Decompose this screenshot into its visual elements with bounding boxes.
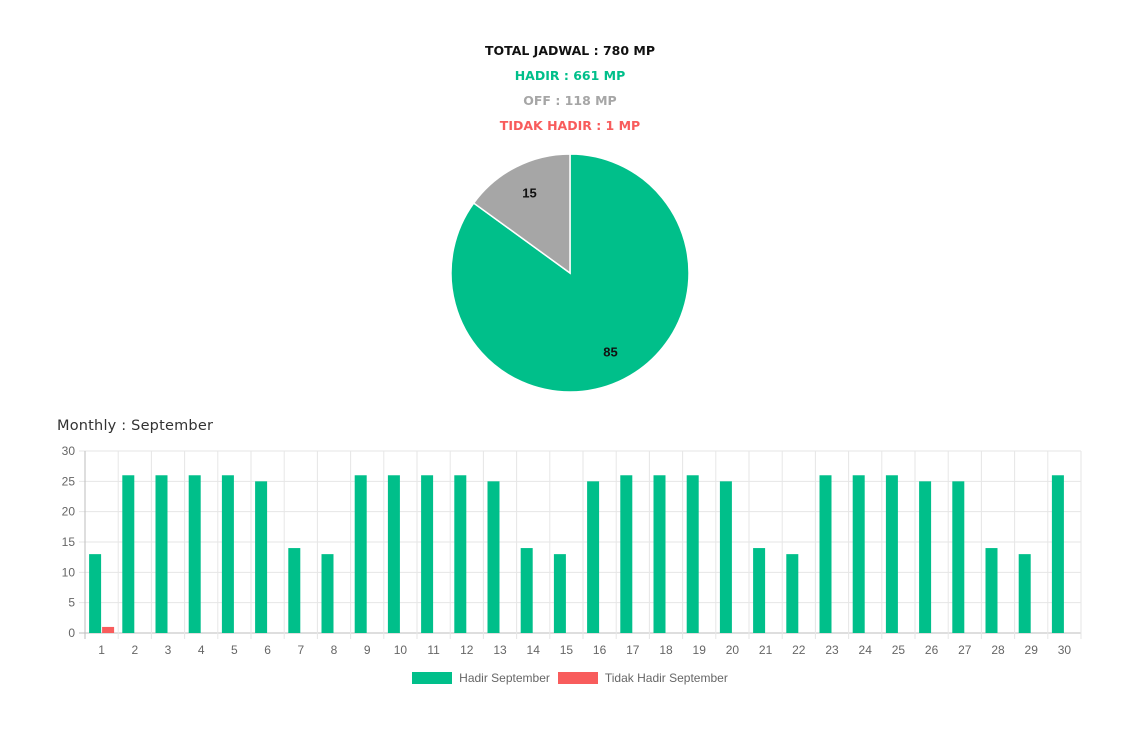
pie-data-label: 15 [522,185,536,200]
bar-hadir[interactable] [122,475,135,633]
x-tick-label: 22 [792,643,806,657]
bar-hadir[interactable] [786,554,799,633]
bar-hadir[interactable] [1051,475,1064,633]
bar-hadir[interactable] [620,475,633,633]
x-tick-label: 27 [958,643,972,657]
y-tick-label: 0 [68,626,75,640]
bar-hadir[interactable] [885,475,898,633]
x-tick-label: 1 [98,643,105,657]
monthly-title: Monthly : September [57,418,214,434]
bar-hadir[interactable] [454,475,467,633]
y-tick-label: 30 [62,444,76,458]
x-tick-label: 14 [527,643,541,657]
x-tick-label: 2 [131,643,138,657]
bar-hadir[interactable] [952,481,965,633]
hadir-label: HADIR : 661 MP [514,68,626,83]
bar-hadir[interactable] [221,475,234,633]
bar-hadir[interactable] [852,475,865,633]
x-tick-label: 18 [659,643,673,657]
pie-slice-15[interactable] [472,153,571,275]
total-jadwal-label: TOTAL JADWAL : 780 MP [484,43,655,58]
legend-item-hadir[interactable]: Hadir September [412,671,550,685]
x-tick-label: 3 [165,643,172,657]
bar-hadir[interactable] [719,481,732,633]
x-tick-label: 30 [1058,643,1072,657]
bar-hadir[interactable] [587,481,600,633]
bar-hadir[interactable] [288,548,301,633]
chart-legend: Hadir September Tidak Hadir September [0,671,1140,685]
bar-hadir[interactable] [188,475,201,633]
x-tick-label: 15 [560,643,574,657]
x-tick-label: 19 [693,643,707,657]
x-tick-label: 23 [825,643,839,657]
x-tick-label: 10 [394,643,408,657]
bar-hadir[interactable] [255,481,268,633]
bar-hadir[interactable] [553,554,566,633]
bar-hadir[interactable] [819,475,832,633]
x-tick-label: 29 [1025,643,1039,657]
x-tick-label: 12 [460,643,474,657]
x-tick-label: 16 [593,643,607,657]
legend-label-hadir: Hadir September [459,671,550,685]
bar-hadir[interactable] [421,475,434,633]
bar-hadir[interactable] [321,554,334,633]
x-tick-label: 11 [427,643,440,657]
tidak-hadir-label: TIDAK HADIR : 1 MP [499,118,641,133]
bar-hadir[interactable] [520,548,533,633]
x-tick-label: 24 [859,643,873,657]
legend-label-tidak-hadir: Tidak Hadir September [604,671,728,685]
x-tick-label: 6 [264,643,271,657]
y-tick-label: 20 [62,505,76,519]
bar-hadir[interactable] [387,475,400,633]
x-tick-label: 25 [892,643,906,657]
x-tick-label: 26 [925,643,939,657]
x-tick-label: 20 [726,643,740,657]
bar-hadir[interactable] [753,548,766,633]
x-tick-label: 7 [297,643,304,657]
bar-hadir[interactable] [487,481,500,633]
bar-hadir[interactable] [653,475,666,633]
bar-hadir[interactable] [89,554,102,633]
x-tick-label: 13 [493,643,507,657]
y-tick-label: 10 [62,565,76,579]
off-label: OFF : 118 MP [523,93,617,108]
x-tick-label: 5 [231,643,238,657]
pie-data-label: 85 [603,345,617,360]
bar-hadir[interactable] [1018,554,1031,633]
attendance-pie-chart: 85 15 [450,153,690,393]
x-tick-label: 4 [198,643,205,657]
y-tick-label: 15 [62,535,76,549]
legend-swatch-tidak-hadir [557,672,598,684]
legend-item-tidak-hadir[interactable]: Tidak Hadir September [557,671,728,685]
x-tick-label: 17 [626,643,640,657]
bar-hadir[interactable] [155,475,168,633]
y-tick-label: 5 [68,596,75,610]
bar-hadir[interactable] [919,481,932,633]
x-tick-label: 9 [364,643,371,657]
legend-swatch-hadir [412,672,453,684]
y-tick-label: 25 [62,474,76,488]
x-tick-label: 8 [331,643,338,657]
x-tick-label: 28 [991,643,1005,657]
bar-tidak-hadir[interactable] [102,626,115,633]
bar-hadir[interactable] [686,475,699,633]
bar-hadir[interactable] [985,548,998,633]
x-tick-label: 21 [759,643,773,657]
bar-hadir[interactable] [354,475,367,633]
